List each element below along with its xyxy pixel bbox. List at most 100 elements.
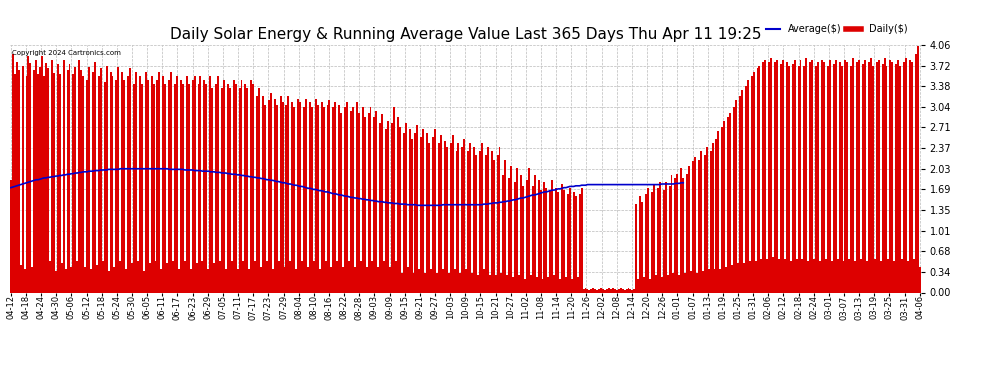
Bar <box>786 62 788 292</box>
Bar <box>612 288 614 292</box>
Bar <box>391 123 393 292</box>
Bar <box>141 84 143 292</box>
Bar <box>217 76 219 292</box>
Bar <box>237 269 239 292</box>
Bar <box>487 147 489 292</box>
Bar <box>660 277 662 292</box>
Bar <box>823 62 825 292</box>
Bar <box>348 261 350 292</box>
Bar <box>270 93 272 292</box>
Bar <box>815 66 817 292</box>
Bar <box>194 76 196 292</box>
Bar <box>62 60 64 292</box>
Bar <box>760 259 762 292</box>
Bar <box>252 84 254 292</box>
Bar <box>868 62 870 292</box>
Bar <box>557 192 559 292</box>
Bar <box>475 155 477 292</box>
Bar <box>351 106 353 292</box>
Bar <box>784 259 786 292</box>
Bar <box>321 102 323 292</box>
Bar <box>620 288 622 292</box>
Bar <box>645 194 647 292</box>
Bar <box>712 143 714 292</box>
Bar <box>78 60 80 292</box>
Bar <box>569 188 571 292</box>
Bar <box>551 180 553 292</box>
Bar <box>327 105 329 292</box>
Bar <box>345 106 346 292</box>
Bar <box>536 277 538 292</box>
Bar <box>913 259 915 292</box>
Bar <box>239 88 241 292</box>
Bar <box>493 160 495 292</box>
Bar <box>491 151 493 292</box>
Bar <box>60 263 62 292</box>
Bar <box>642 202 644 292</box>
Bar <box>800 60 802 292</box>
Bar <box>915 54 917 292</box>
Bar <box>730 112 731 292</box>
Bar <box>243 261 245 292</box>
Bar <box>112 76 114 292</box>
Bar <box>256 96 258 292</box>
Bar <box>440 135 442 292</box>
Bar <box>684 273 686 292</box>
Bar <box>608 288 610 292</box>
Bar <box>802 259 804 292</box>
Bar <box>233 80 235 292</box>
Bar <box>447 273 449 292</box>
Bar <box>862 64 864 292</box>
Bar <box>16 62 18 292</box>
Bar <box>682 178 684 292</box>
Bar <box>301 261 303 292</box>
Bar <box>547 277 549 292</box>
Bar <box>752 72 754 292</box>
Bar <box>510 166 512 292</box>
Bar <box>168 80 170 292</box>
Bar <box>825 259 827 292</box>
Bar <box>221 88 223 292</box>
Bar <box>154 261 156 292</box>
Bar <box>399 127 401 292</box>
Bar <box>279 96 281 292</box>
Bar <box>545 188 547 292</box>
Bar <box>247 88 248 292</box>
Bar <box>341 112 343 292</box>
Bar <box>32 267 34 292</box>
Bar <box>516 168 518 292</box>
Bar <box>325 261 327 292</box>
Bar <box>540 190 542 292</box>
Bar <box>417 125 419 292</box>
Bar <box>467 151 469 292</box>
Bar <box>485 155 487 292</box>
Bar <box>526 180 528 292</box>
Bar <box>766 259 768 292</box>
Bar <box>577 277 579 292</box>
Bar <box>86 80 88 292</box>
Bar <box>636 204 638 292</box>
Bar <box>471 273 473 292</box>
Bar <box>160 269 162 292</box>
Bar <box>457 143 459 292</box>
Bar <box>528 168 530 292</box>
Bar <box>530 275 532 292</box>
Bar <box>829 60 831 292</box>
Bar <box>377 267 379 292</box>
Bar <box>283 267 285 292</box>
Bar <box>455 151 457 292</box>
Bar <box>880 261 882 292</box>
Bar <box>624 290 626 292</box>
Bar <box>453 269 455 292</box>
Bar <box>844 60 846 292</box>
Bar <box>563 190 565 292</box>
Bar <box>567 194 569 292</box>
Bar <box>289 261 291 292</box>
Bar <box>127 76 129 292</box>
Bar <box>188 84 190 292</box>
Bar <box>102 261 104 292</box>
Bar <box>806 58 807 292</box>
Bar <box>42 56 44 292</box>
Bar <box>28 56 30 292</box>
Bar <box>295 269 297 292</box>
